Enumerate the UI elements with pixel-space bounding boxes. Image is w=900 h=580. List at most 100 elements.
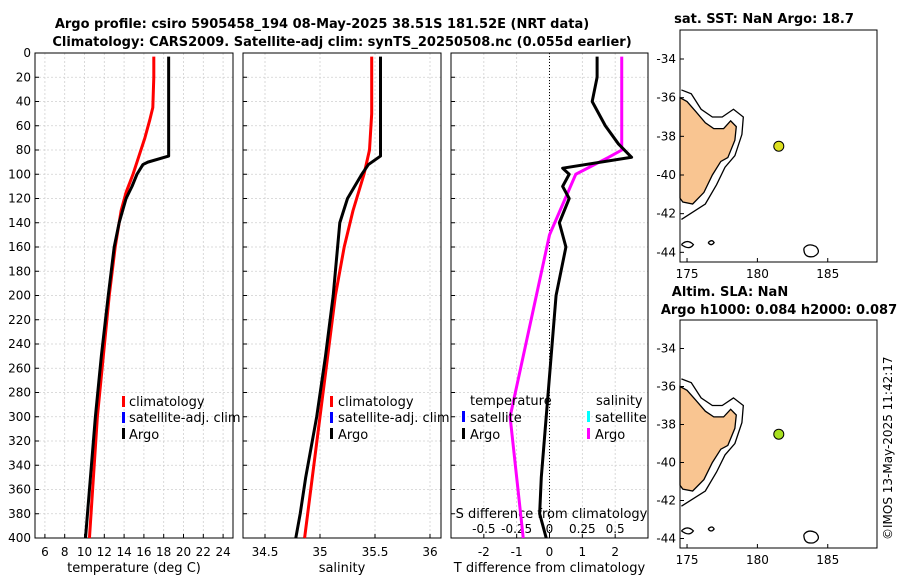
x-axis-label: T difference from climatology (453, 561, 646, 576)
difference-legend: temperature salinity satellite Argo sate… (462, 394, 647, 443)
sst-map-panel: 175 180 185 -34 -36 -38 -40 -42 -44 (656, 29, 878, 281)
legend-label: climatology (338, 395, 414, 410)
x-tick-label: 20 (176, 545, 191, 559)
temperature-legend: climatology satellite-adj. clim Argo (122, 395, 241, 443)
series-s-argo-line (508, 56, 624, 539)
x-tick-label: 0 (546, 545, 554, 559)
legend-header-salinity: salinity (596, 394, 643, 409)
y-tick-label: -42 (656, 207, 676, 221)
x-tick-label: 35 (312, 545, 327, 559)
y-tick-label: -38 (656, 418, 676, 432)
legend-label: satellite-adj. clim (129, 411, 241, 426)
s-tick-label: 0.25 (569, 522, 596, 536)
legend-label: satellite (470, 411, 522, 426)
y-tick-label: 160 (8, 240, 31, 254)
y-tick-label: -36 (656, 380, 676, 394)
temperature-panel: 0 20 40 60 80 100 120 140 160 180 200 220 240 260 280 3… (8, 46, 234, 576)
y-tick-label: 320 (8, 434, 31, 448)
y-tick-label: -40 (656, 168, 676, 182)
island-contour (707, 526, 715, 532)
sla-title: Altim. SLA: NaN (672, 285, 788, 300)
legend-swatch-satellite (330, 412, 333, 423)
legend-swatch-climatology (330, 396, 333, 407)
legend-swatch-t-satellite (462, 411, 465, 422)
x-tick-label: 185 (816, 553, 839, 567)
y-tick-label: 240 (8, 337, 31, 351)
sla-map-panel: 175 180 185 -34 -36 -38 -40 -42 -44 (656, 319, 878, 567)
y-tick-label: 100 (8, 167, 31, 181)
s-axis-label: S difference from climatology (456, 507, 648, 522)
legend-label: Argo (338, 428, 368, 443)
x-tick-label: 24 (215, 545, 230, 559)
series-climatology-line (303, 56, 374, 539)
island-contour (680, 240, 695, 249)
shelf-contour (681, 378, 744, 507)
x-tick-label: 12 (97, 545, 112, 559)
y-tick-label: 300 (8, 410, 31, 424)
y-tick-label: 400 (8, 531, 31, 545)
y-tick-label: 40 (16, 95, 31, 109)
x-tick-label: 180 (746, 267, 769, 281)
legend-swatch-argo (122, 428, 125, 439)
title-line2: Climatology: CARS2009. Satellite-adj cli… (52, 35, 631, 50)
y-tick-label: 280 (8, 386, 31, 400)
float-position-marker (773, 428, 785, 440)
x-tick-label: 18 (156, 545, 171, 559)
salinity-legend: climatology satellite-adj. clim Argo (330, 395, 450, 443)
x-tick-label: 175 (676, 267, 699, 281)
y-tick-label: -44 (656, 245, 676, 259)
y-tick-label: 360 (8, 483, 31, 497)
sla-subtitle: Argo h1000: 0.084 h2000: 0.087 (661, 303, 897, 318)
x-tick-label: 1 (579, 545, 587, 559)
x-tick-label: 22 (196, 545, 211, 559)
chatham-island (803, 244, 820, 258)
land-mass (679, 96, 737, 205)
shelf-contour (681, 89, 744, 221)
island-contour (680, 527, 695, 535)
title-line1: Argo profile: csiro 5905458_194 08-May-2… (55, 17, 589, 32)
s-tick-label: 0.5 (606, 522, 625, 536)
legend-label: satellite (595, 411, 647, 426)
y-tick-label: 220 (8, 313, 31, 327)
y-tick-label: 0 (23, 46, 31, 60)
y-tick-label: -34 (656, 342, 676, 356)
legend-label: Argo (129, 428, 159, 443)
y-tick-label: 260 (8, 361, 31, 375)
imos-footer: ©IMOS 13-May-2025 11:42:17 (881, 356, 895, 540)
legend-label: climatology (129, 395, 205, 410)
y-tick-label: -34 (656, 52, 676, 66)
x-tick-label: 2 (611, 545, 619, 559)
legend-label: Argo (470, 428, 500, 443)
y-tick-label: 20 (16, 70, 31, 84)
s-tick-label: 0 (546, 522, 554, 536)
y-tick-label: -42 (656, 494, 676, 508)
s-tick-label: -0.5 (472, 522, 495, 536)
legend-swatch-climatology (122, 396, 125, 407)
y-tick-label: -40 (656, 456, 676, 470)
x-tick-label: 16 (136, 545, 151, 559)
y-tick-label: -38 (656, 129, 676, 143)
y-tick-label: -36 (656, 91, 676, 105)
legend-swatch-s-satellite (587, 411, 590, 422)
legend-swatch-t-argo (462, 428, 465, 439)
legend-label: Argo (595, 428, 625, 443)
x-tick-label: 34.5 (252, 545, 279, 559)
difference-panel: -2 -1 0 1 2 T difference from climatology S di… (450, 52, 649, 576)
y-tick-label: 140 (8, 216, 31, 230)
s-tick-label: -0.25 (501, 522, 532, 536)
x-axis-label: temperature (deg C) (67, 561, 201, 576)
y-tick-label: 340 (8, 458, 31, 472)
legend-swatch-satellite (122, 412, 125, 423)
y-tick-label: 120 (8, 192, 31, 206)
x-tick-label: 185 (816, 267, 839, 281)
sst-title: sat. SST: NaN Argo: 18.7 (674, 12, 854, 27)
series-t-argo-line (538, 56, 634, 539)
chatham-island (803, 530, 820, 544)
x-tick-label: -1 (511, 545, 523, 559)
x-axis-label: salinity (319, 561, 366, 576)
x-tick-label: 175 (676, 553, 699, 567)
x-tick-label: 10 (77, 545, 92, 559)
series-climatology-line (87, 56, 156, 539)
x-tick-label: 14 (116, 545, 131, 559)
